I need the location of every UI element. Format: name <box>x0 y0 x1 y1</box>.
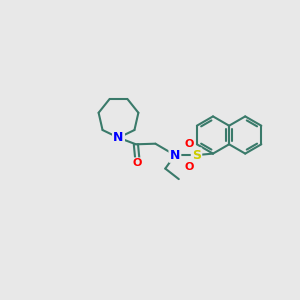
Text: O: O <box>133 158 142 169</box>
Text: O: O <box>184 139 194 149</box>
Text: O: O <box>184 161 194 172</box>
Text: N: N <box>113 131 124 144</box>
Text: S: S <box>192 148 201 162</box>
Text: N: N <box>113 131 124 144</box>
Text: N: N <box>170 148 180 162</box>
